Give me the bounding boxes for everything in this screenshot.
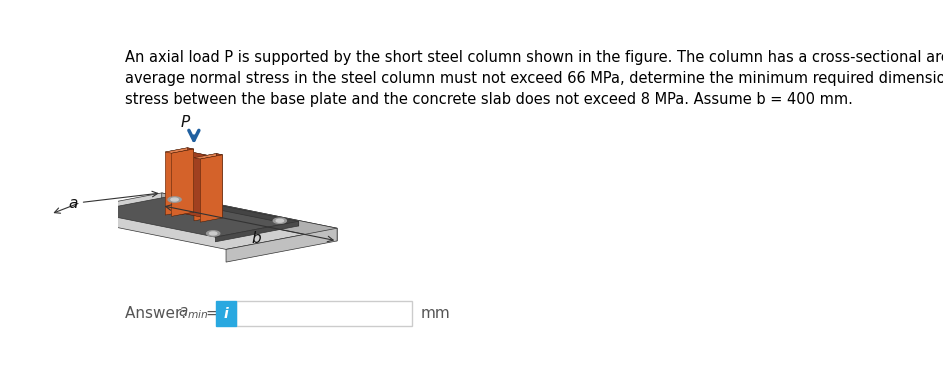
Polygon shape <box>172 149 193 216</box>
Circle shape <box>207 231 220 236</box>
Text: mm: mm <box>421 306 450 321</box>
Text: $a_{min}$: $a_{min}$ <box>178 306 208 321</box>
Circle shape <box>273 218 287 223</box>
FancyBboxPatch shape <box>237 301 412 327</box>
Text: P: P <box>180 115 190 130</box>
FancyBboxPatch shape <box>216 301 237 327</box>
Circle shape <box>209 232 217 235</box>
Text: i: i <box>223 306 228 320</box>
Polygon shape <box>194 154 216 221</box>
Polygon shape <box>165 148 193 153</box>
Circle shape <box>105 211 111 214</box>
Polygon shape <box>226 228 338 262</box>
Polygon shape <box>180 151 207 156</box>
Polygon shape <box>185 151 207 219</box>
Circle shape <box>168 197 181 202</box>
Polygon shape <box>188 148 193 212</box>
Polygon shape <box>215 221 299 242</box>
Polygon shape <box>203 155 207 219</box>
Text: Answer:: Answer: <box>125 306 191 321</box>
Polygon shape <box>165 148 188 215</box>
Polygon shape <box>173 196 299 226</box>
Polygon shape <box>200 155 223 222</box>
Polygon shape <box>51 193 338 249</box>
Text: a: a <box>69 196 78 212</box>
Text: b: b <box>252 231 261 246</box>
Polygon shape <box>194 154 223 159</box>
Circle shape <box>101 210 114 215</box>
Polygon shape <box>162 193 338 241</box>
Polygon shape <box>216 154 223 218</box>
Text: An axial load P is supported by the short steel column shown in the figure. The : An axial load P is supported by the shor… <box>125 50 943 107</box>
Polygon shape <box>89 196 299 237</box>
Circle shape <box>171 198 178 201</box>
Text: =: = <box>206 306 219 321</box>
Polygon shape <box>180 151 185 215</box>
Circle shape <box>276 219 284 222</box>
